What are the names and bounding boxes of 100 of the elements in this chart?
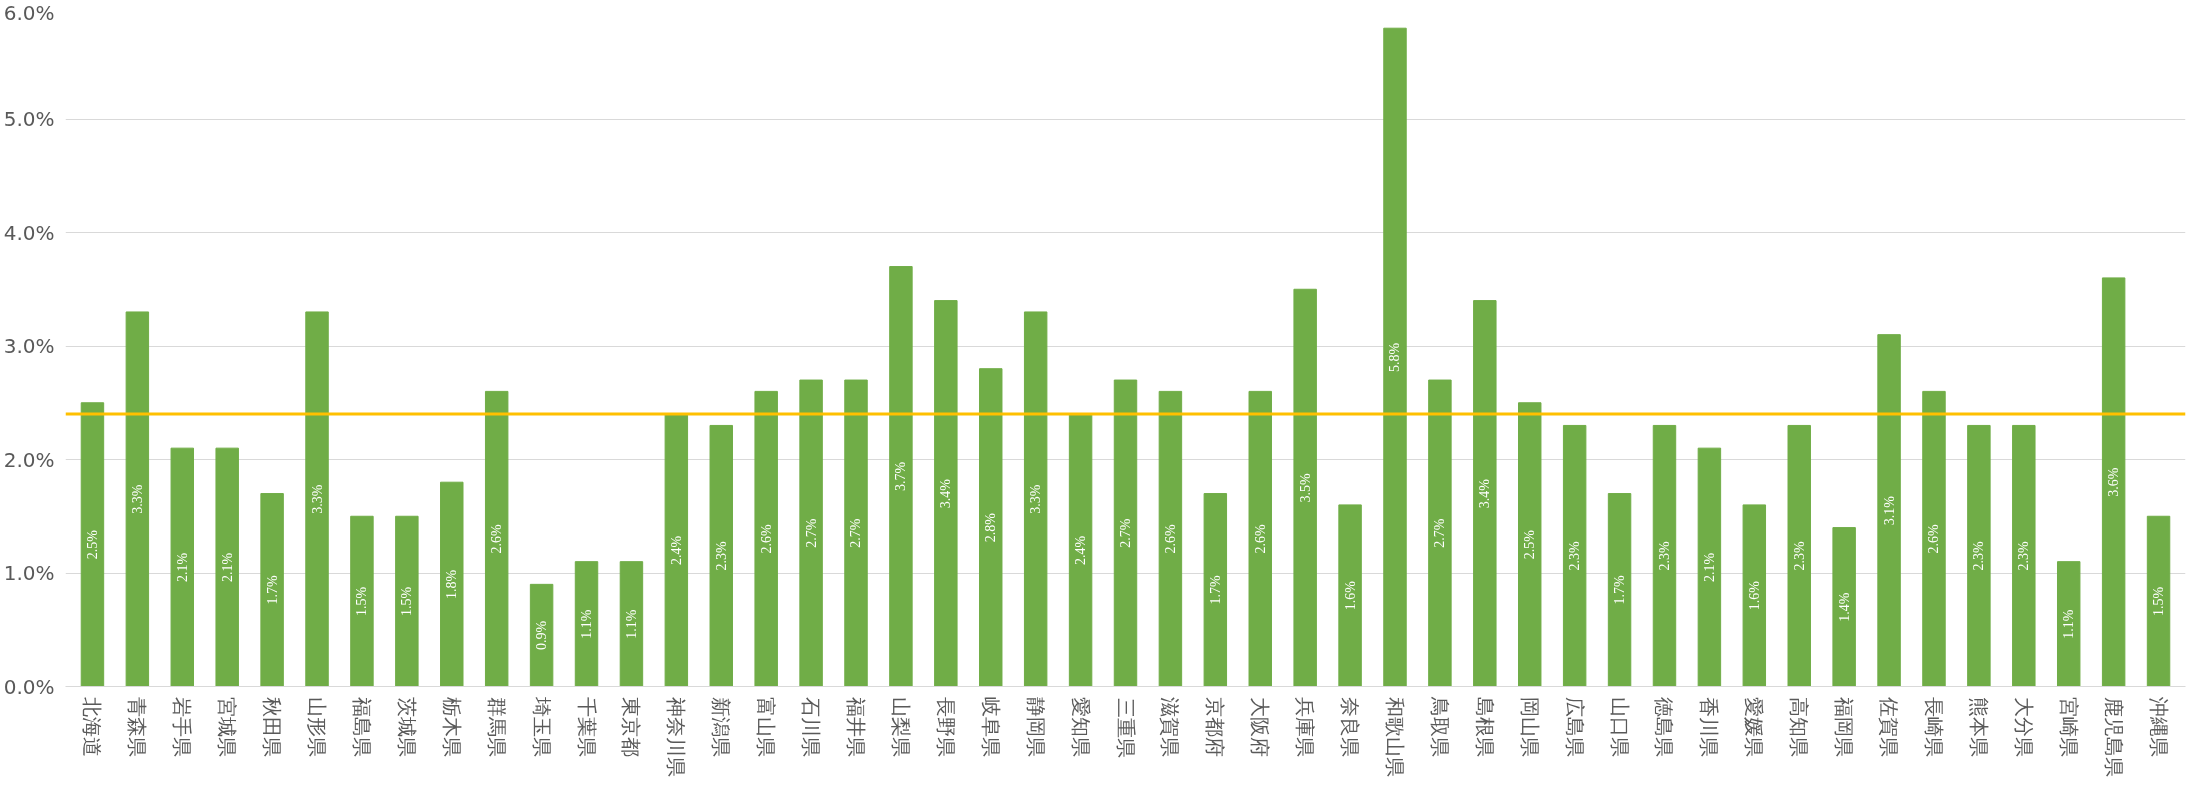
x-tick-label: 岡山県	[1517, 697, 1542, 758]
x-tick-label: 富山県	[754, 697, 779, 758]
data-label: 1.5%	[2151, 586, 2167, 616]
data-label: 1.7%	[1207, 575, 1223, 605]
data-label: 3.4%	[938, 478, 954, 509]
x-tick-label: 群馬県	[484, 697, 509, 758]
x-tick-label: 宮崎県	[2056, 697, 2081, 758]
x-tick-label: 沖縄県	[2146, 697, 2171, 758]
bar	[1607, 493, 1632, 687]
bar	[350, 515, 374, 687]
data-label: 2.6%	[1162, 524, 1178, 554]
x-tick-label: 埼玉県	[529, 696, 554, 758]
x-tick-label: 奈良県	[1338, 697, 1363, 758]
data-label: 1.1%	[579, 609, 595, 639]
x-tick-label: 佐賀県	[1877, 697, 1902, 758]
x-tick-label: 岐阜県	[978, 697, 1003, 758]
bar	[2101, 277, 2126, 687]
x-tick-label: 鳥取県	[1427, 696, 1452, 758]
bar	[619, 561, 644, 687]
bar	[2056, 561, 2081, 687]
y-tick-label: 3.0%	[3, 334, 55, 358]
bar	[1652, 424, 1677, 687]
bar	[1068, 413, 1093, 687]
bar	[1518, 402, 1542, 687]
bar	[1742, 504, 1767, 687]
x-tick-label: 新潟県	[709, 697, 734, 758]
x-tick-label: 岩手県	[170, 697, 195, 758]
data-label: 2.1%	[174, 552, 190, 582]
bar	[484, 390, 509, 687]
data-label: 2.3%	[1971, 541, 1987, 571]
x-tick-label: 栃木県	[439, 697, 464, 758]
data-label: 3.5%	[1297, 472, 1313, 503]
data-label: 1.4%	[1836, 592, 1852, 622]
x-tick-label: 徳島県	[1652, 697, 1677, 758]
bar	[1697, 447, 1722, 687]
data-label: 2.5%	[1522, 529, 1538, 560]
data-label: 1.7%	[264, 575, 280, 605]
x-tick-label: 滋賀県	[1158, 697, 1183, 758]
y-tick-label: 1.0%	[3, 561, 55, 585]
x-tick-label: 福岡県	[1832, 697, 1857, 758]
bar	[215, 447, 239, 687]
x-tick-label: 茨城県	[394, 697, 419, 758]
x-tick-label: 山形県	[305, 697, 330, 758]
bar	[1428, 379, 1452, 687]
bar	[125, 311, 150, 687]
x-tick-label: 和歌山県	[1382, 697, 1407, 778]
y-tick-label: 4.0%	[3, 220, 55, 245]
bar	[1203, 493, 1228, 687]
data-label: 3.4%	[1477, 478, 1493, 509]
data-label: 2.7%	[803, 518, 819, 548]
bar	[1787, 424, 1811, 687]
bar	[979, 368, 1003, 687]
data-label: 3.7%	[893, 461, 909, 492]
data-label: 1.1%	[2061, 609, 2077, 639]
data-label: 0.9%	[534, 620, 550, 651]
x-tick-label: 兵庫県	[1293, 697, 1318, 758]
bar	[1338, 504, 1362, 687]
x-tick-label: 長野県	[933, 697, 958, 758]
data-label: 1.6%	[1746, 580, 1762, 611]
bar	[709, 424, 733, 687]
bar	[395, 515, 419, 687]
x-tick-label: 香川県	[1697, 697, 1722, 758]
data-label: 2.7%	[1432, 518, 1448, 548]
data-label: 1.1%	[623, 609, 639, 639]
bar	[799, 379, 823, 687]
bar	[574, 561, 599, 687]
bar	[170, 447, 195, 687]
bar	[529, 583, 554, 687]
x-tick-label: 秋田県	[260, 697, 285, 758]
x-tick-label: 長崎県	[1921, 697, 1946, 758]
y-tick-label: 6.0%	[3, 0, 55, 25]
data-label: 2.3%	[713, 541, 729, 571]
data-label: 2.8%	[983, 512, 999, 543]
y-tick-label: 5.0%	[3, 107, 55, 131]
bar	[1023, 311, 1048, 687]
bar	[754, 390, 778, 687]
bar	[1562, 424, 1587, 687]
x-tick-label: 大分県	[2011, 697, 2036, 758]
x-tick-label: 石川県	[799, 697, 824, 758]
x-tick-label: 大阪府	[1248, 697, 1273, 758]
bar	[1158, 390, 1183, 687]
data-label: 1.7%	[1612, 575, 1628, 605]
data-label: 2.4%	[1073, 535, 1089, 565]
bar	[889, 266, 913, 687]
bar	[1877, 334, 1901, 687]
bar	[1293, 288, 1317, 687]
x-tick-label: 京都府	[1203, 697, 1228, 758]
data-label: 2.1%	[1701, 552, 1717, 582]
bar	[664, 413, 689, 687]
x-tick-label: 島根県	[1472, 697, 1497, 758]
data-label: 3.3%	[1028, 484, 1044, 514]
x-tick-label: 熊本県	[1966, 697, 1991, 758]
data-label: 2.6%	[1926, 524, 1942, 554]
data-label: 2.3%	[1567, 541, 1583, 571]
data-label: 2.7%	[848, 518, 864, 548]
x-tick-label: 青森県	[125, 697, 150, 758]
x-tick-label: 三重県	[1113, 697, 1138, 758]
data-label: 2.5%	[84, 529, 100, 560]
x-tick-label: 愛知県	[1068, 697, 1093, 758]
data-label: 1.5%	[354, 586, 370, 616]
